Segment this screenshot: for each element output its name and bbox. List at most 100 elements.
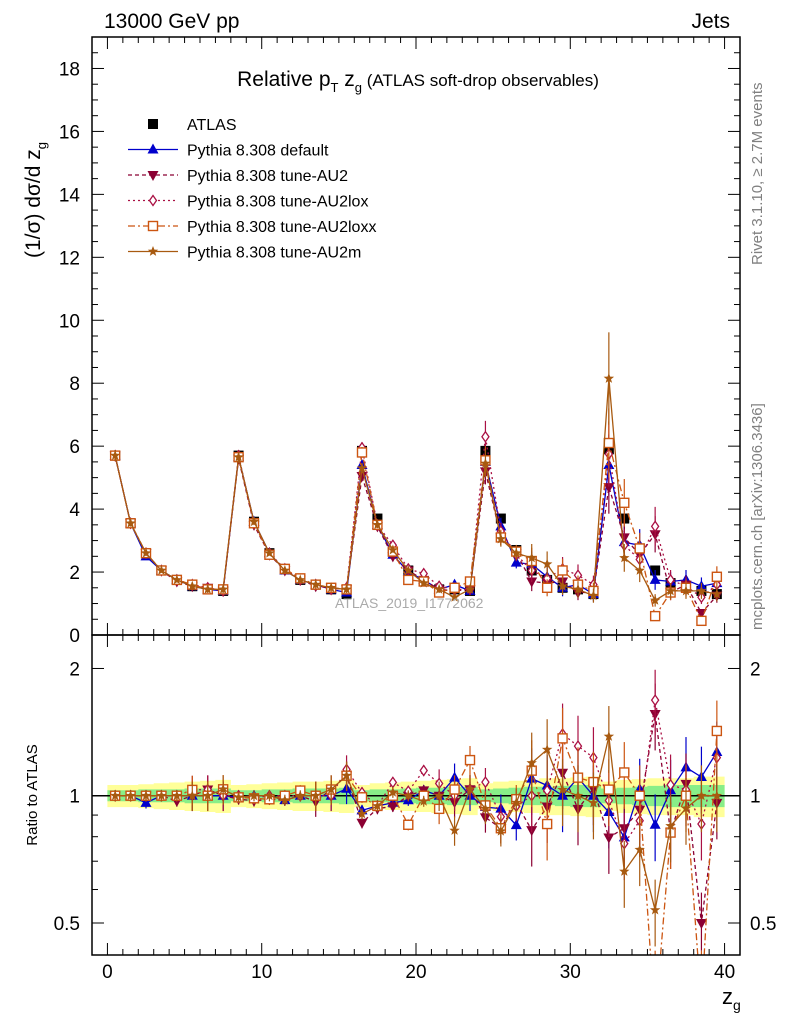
y-tick-label: 14: [59, 185, 81, 206]
data-point: [356, 447, 368, 458]
data-point: [325, 582, 337, 593]
legend-marker: [147, 143, 159, 154]
ratio-point: [248, 790, 260, 801]
ratio-series-au2m: [109, 706, 723, 947]
ratio-point: [634, 790, 645, 801]
data-point: [510, 556, 522, 567]
analysis-watermark: ATLAS_2019_I1772062: [335, 595, 484, 611]
ratio-y-tick-label: 1: [69, 787, 80, 808]
series-line-au2lox: [114, 436, 718, 599]
data-point: [526, 577, 538, 588]
x-axis-label: zg: [722, 984, 741, 1013]
rivet-version-label: Rivet 3.1.10, ≥ 2.7M events: [749, 83, 766, 266]
ratio-point: [387, 786, 399, 797]
legend-label: Pythia 8.308 tune-AU2lox: [187, 194, 368, 211]
header-left: 13000 GeV pp: [104, 10, 239, 33]
ratio-y-tick-label: 0.5: [54, 914, 80, 935]
ratio-point: [387, 802, 399, 813]
y-tick-label: 6: [69, 437, 80, 458]
ratio-point: [603, 730, 615, 741]
ratio-point: [588, 797, 599, 808]
ratio-point: [510, 819, 522, 830]
data-point: [696, 585, 707, 596]
data-point: [619, 497, 630, 509]
ratio-point: [109, 790, 121, 801]
legend-entry-au2lox: Pythia 8.308 tune-AU2lox: [128, 194, 368, 211]
y-tick-label: 0: [69, 626, 80, 647]
ratio-point: [695, 918, 707, 929]
ratio-point: [557, 733, 568, 744]
ratio-point: [480, 803, 491, 814]
ratio-y-tick-label-right: 2: [750, 659, 761, 680]
series-au2m: [109, 332, 723, 607]
data-point: [202, 583, 213, 594]
data-point: [295, 574, 306, 585]
legend-label: Pythia 8.308 default: [187, 143, 329, 160]
data-point: [156, 565, 167, 575]
ratio-point: [217, 783, 229, 794]
plot-title: Relative pT zg (ATLAS soft-drop observab…: [237, 68, 599, 95]
ratio-point: [418, 795, 429, 806]
data-point: [634, 543, 645, 554]
data-point: [557, 565, 568, 576]
mcplots-label: mcplots.cern.ch [arXiv:1306.3436]: [749, 403, 766, 630]
ratio-point: [619, 865, 630, 876]
legend-label: ATLAS: [187, 117, 237, 134]
ratio-point: [557, 784, 568, 795]
y-tick-label: 18: [59, 59, 80, 80]
data-point: [634, 565, 645, 575]
data-point: [480, 458, 491, 468]
data-point: [341, 583, 352, 594]
ratio-panel-marks: [92, 669, 740, 1009]
ratio-point: [649, 818, 661, 829]
data-point: [649, 573, 661, 584]
data-point: [310, 579, 321, 590]
legend-label: Pythia 8.308 tune-AU2m: [187, 245, 361, 262]
ratio-point: [697, 1000, 706, 1009]
legend-label: Pythia 8.308 tune-AU2loxx: [187, 219, 376, 236]
ratio-panel-ticks: 0.5 0.51 12 20 10 20 30 40: [54, 635, 776, 983]
x-tick-label: 40: [714, 962, 735, 983]
legend-label: Pythia 8.308 tune-AU2: [187, 168, 348, 185]
data-point: [541, 582, 553, 593]
data-point: [711, 571, 723, 582]
legend: ATLAS Pythia 8.308 default Pythia 8.308 tu…: [128, 117, 376, 262]
ratio-y-tick-label: 2: [69, 659, 80, 680]
ratio-y-tick-label-right: 1: [750, 787, 761, 808]
ratio-point: [526, 757, 537, 768]
ratio-point: [666, 778, 675, 792]
ratio-point: [449, 784, 460, 795]
data-point: [711, 588, 723, 599]
main-panel-marks: [109, 332, 723, 627]
data-point: [649, 610, 661, 622]
x-tick-label: 20: [405, 962, 426, 983]
ratio-point: [649, 904, 661, 915]
ratio-point: [680, 802, 692, 813]
data-point: [511, 547, 522, 558]
main-panel-ticks: 0 2 4 6 8 10 12 14 16 18: [59, 36, 741, 647]
ratio-point: [572, 790, 584, 801]
ratio-point: [696, 790, 707, 801]
legend-entry-au2: Pythia 8.308 tune-AU2: [128, 168, 348, 185]
x-tick-label: 10: [251, 962, 272, 983]
data-point: [572, 583, 584, 594]
legend-marker: [148, 119, 158, 129]
y-tick-label: 16: [59, 122, 80, 143]
data-point: [650, 520, 660, 533]
data-point: [603, 483, 615, 494]
ratio-point: [202, 790, 213, 801]
ratio-line-au2: [115, 713, 718, 924]
y-tick-label: 12: [59, 248, 80, 269]
data-point: [649, 594, 661, 605]
data-point: [403, 574, 414, 586]
data-point: [171, 574, 183, 585]
ratio-point: [650, 694, 660, 707]
ratio-point: [279, 794, 291, 805]
y-tick-label: 2: [69, 563, 80, 584]
ratio-panel: 0.5 0.51 12 20 10 20 30 40 Ratio to ATLAS zg: [24, 634, 776, 1013]
data-point: [619, 552, 630, 563]
data-point: [418, 577, 429, 588]
ratio-point: [341, 770, 352, 781]
ratio-point: [433, 790, 445, 801]
